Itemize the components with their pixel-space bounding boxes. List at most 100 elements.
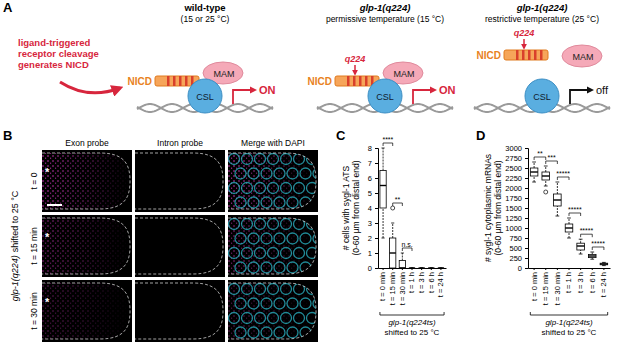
tick-mark xyxy=(534,268,535,270)
tick: 2000 xyxy=(505,184,528,193)
nucleus xyxy=(281,183,292,194)
nucleus xyxy=(287,168,298,179)
nucleus xyxy=(281,248,292,259)
whisker-cap xyxy=(381,238,384,239)
distal-marker: * xyxy=(45,231,50,243)
axis-title: # cells with sygl-1 ATS xyxy=(341,165,351,250)
axis-line xyxy=(525,149,529,269)
significance-bracket xyxy=(592,247,604,250)
outlier xyxy=(544,190,548,194)
arrow xyxy=(413,90,435,104)
nucleus xyxy=(248,197,259,208)
nucleus xyxy=(274,298,285,309)
whisker xyxy=(569,218,570,224)
tick-mark xyxy=(525,178,528,179)
tick-label: t = 3 h xyxy=(576,272,585,293)
diagram-panel: wild-type(15 or 25 °C)MAMNICDCSLON xyxy=(128,2,276,113)
tick-label: 6 xyxy=(368,174,372,183)
nucleus xyxy=(255,248,266,259)
row-label: t = 30 min xyxy=(29,292,39,330)
tick-mark xyxy=(375,208,378,209)
nucleus xyxy=(313,233,324,244)
tick: t = 1 h xyxy=(407,268,416,293)
tick: 1750 xyxy=(505,194,528,203)
significance-bracket xyxy=(557,177,569,180)
tick-mark xyxy=(375,193,378,194)
significance-bracket xyxy=(569,213,581,216)
diagram-panel: glp-1(q224)restrictive temperature (25 °… xyxy=(474,2,610,113)
nucleus xyxy=(287,327,298,338)
image-background xyxy=(42,215,132,277)
distal-marker: * xyxy=(45,166,50,178)
median xyxy=(588,255,596,256)
nucleus xyxy=(242,219,253,230)
median xyxy=(577,245,585,246)
nucleus xyxy=(235,298,246,309)
nucleus xyxy=(255,183,266,194)
probe-signal xyxy=(228,150,318,212)
median xyxy=(419,267,425,268)
whisker xyxy=(569,232,570,238)
box xyxy=(542,166,550,194)
nucleus xyxy=(268,248,279,259)
panel-label: C xyxy=(336,128,346,143)
probe-signal xyxy=(42,280,132,342)
significance-label: ***** xyxy=(580,227,594,234)
nucleus xyxy=(229,313,240,324)
tick-mark xyxy=(525,218,528,219)
mutation-label: q224 xyxy=(345,54,366,64)
tick-label: 2 xyxy=(368,234,372,243)
tick-mark xyxy=(525,228,528,229)
tick-label: 3000 xyxy=(505,144,522,153)
whisker-cap xyxy=(590,259,594,260)
nucleus xyxy=(235,262,246,273)
nucleus xyxy=(274,327,285,338)
whisker xyxy=(392,223,393,238)
nicd-label: NICD xyxy=(477,50,501,61)
y-axis: 0250500750100012501500175020002250250027… xyxy=(505,144,528,273)
whisker-cap xyxy=(567,238,571,239)
tick-mark xyxy=(525,258,528,259)
tick-label: t = 0 min xyxy=(530,272,539,301)
diagram-title: wild-type xyxy=(183,2,225,13)
csl-label: CSL xyxy=(196,92,214,102)
diagram-subtitle: (15 or 25 °C) xyxy=(181,14,230,24)
tick-mark xyxy=(525,238,528,239)
tick-mark xyxy=(525,158,528,159)
diagram-title: glp-1(q224) xyxy=(359,2,411,13)
whisker-cap xyxy=(567,218,571,219)
micrograph: * xyxy=(42,150,132,212)
tick: 0 xyxy=(518,264,528,273)
nucleus xyxy=(261,262,272,273)
tick-mark xyxy=(580,268,581,270)
tick-label: t = 3 h xyxy=(417,272,426,293)
median xyxy=(438,267,444,268)
tick-label: 0 xyxy=(518,264,522,273)
tick: 1500 xyxy=(505,204,528,213)
nucleus xyxy=(268,154,279,165)
tick-label: t = 24 h xyxy=(599,272,608,297)
whisker xyxy=(534,162,535,168)
nicd-stripe xyxy=(528,50,531,60)
tick-mark xyxy=(557,268,558,270)
image-background xyxy=(42,150,132,212)
tick: t = 0 min xyxy=(530,268,539,301)
mam-label: MAM xyxy=(394,69,415,79)
tick: 500 xyxy=(509,244,528,253)
tick-mark xyxy=(383,268,384,270)
tick-mark xyxy=(525,188,528,189)
significance-bracket xyxy=(546,161,558,164)
output-label: ON xyxy=(439,84,456,96)
tick-mark xyxy=(375,148,378,149)
tick-label: t = 15 min xyxy=(388,272,397,305)
nucleus xyxy=(248,233,259,244)
arrow xyxy=(523,39,525,48)
probe-signal xyxy=(42,215,132,277)
tick-label: 250 xyxy=(509,254,522,263)
nucleus xyxy=(274,197,285,208)
box xyxy=(565,218,573,238)
tick: 5 xyxy=(368,189,378,198)
significance-label: **** xyxy=(382,136,393,143)
whisker-cap xyxy=(544,166,548,167)
image-background xyxy=(228,280,318,342)
